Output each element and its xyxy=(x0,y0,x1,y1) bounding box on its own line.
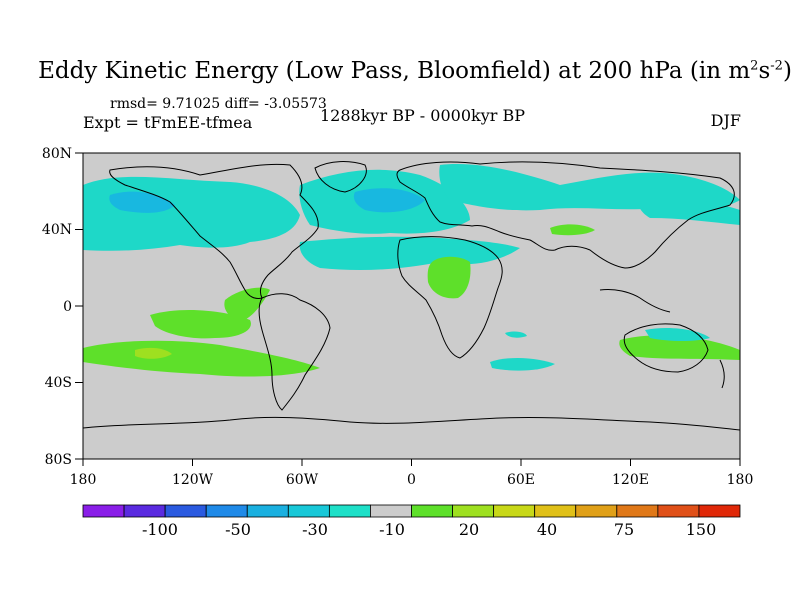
lat-label: 80S xyxy=(45,452,72,468)
season-label: DJF xyxy=(710,111,741,130)
colorbar-swatch xyxy=(534,504,577,518)
lon-label: 180 xyxy=(727,472,754,488)
anomaly-north-atlantic-core xyxy=(353,188,425,213)
coastline-australia xyxy=(623,323,709,373)
anomaly-middle-east-green xyxy=(550,224,595,236)
anomaly-south-pacific-core xyxy=(135,347,172,359)
colorbar-swatch xyxy=(575,504,618,518)
colorbar-label: -50 xyxy=(225,520,251,539)
colorbar-swatch xyxy=(657,504,700,518)
anomaly-australia-green xyxy=(619,335,740,360)
lon-label: 0 xyxy=(407,472,416,488)
lat-label: 0 xyxy=(63,299,72,315)
lat-label: 80N xyxy=(42,146,72,162)
lon-label: 120E xyxy=(612,472,649,488)
colorbar-swatch xyxy=(493,504,536,518)
colorbar-label: 40 xyxy=(537,520,557,539)
colorbar-swatch xyxy=(411,504,453,518)
lon-label: 180 xyxy=(70,472,97,488)
coastline-north-america xyxy=(109,163,319,299)
coastline-eurasia xyxy=(396,161,735,269)
coastline-new-zealand xyxy=(719,359,725,389)
colorbar-swatch xyxy=(246,504,289,518)
anomaly-field xyxy=(83,164,740,377)
colorbar-swatch xyxy=(698,504,741,518)
lon-ticks xyxy=(82,459,741,466)
coastline-maritime-continent xyxy=(599,289,671,313)
period-label: 1288kyr BP - 0000kyr BP xyxy=(320,106,525,125)
lon-labels: 180 120W 60W 0 60E 120E 180 xyxy=(70,472,754,488)
lat-label: 40N xyxy=(42,222,72,238)
colorbar-labels: -100 -50 -30 -10 20 40 75 150 xyxy=(142,520,716,539)
anomaly-pacific-tail-band xyxy=(638,197,740,225)
experiment-label: Expt = tFmEE-tfmea xyxy=(83,113,253,132)
colorbar-swatch xyxy=(205,504,248,518)
colorbar-swatch xyxy=(287,504,330,518)
colorbar-label: 150 xyxy=(686,520,717,539)
anomaly-south-america-west-green xyxy=(224,287,270,322)
stats-label: rmsd= 9.71025 diff= -3.05573 xyxy=(110,96,327,112)
anomaly-madagascar-cyan xyxy=(505,331,527,338)
anomaly-north-africa-green xyxy=(427,256,471,299)
lat-labels: 80N 40N 0 40S 80S xyxy=(42,146,72,468)
coastline-antarctica xyxy=(82,416,741,431)
coastline-greenland xyxy=(314,161,367,193)
anomaly-east-pacific-south-green xyxy=(150,310,251,339)
colorbar xyxy=(82,504,741,518)
colorbar-swatch xyxy=(616,504,659,518)
colorbar-swatch xyxy=(328,504,371,518)
coastlines xyxy=(82,161,741,431)
colorbar-label: -30 xyxy=(302,520,328,539)
lon-label: 60E xyxy=(507,472,535,488)
lat-label: 40S xyxy=(45,375,72,391)
colorbar-label: 20 xyxy=(459,520,479,539)
colorbar-swatch xyxy=(82,504,125,518)
colorbar-swatch xyxy=(370,504,412,518)
figure-title: Eddy Kinetic Energy (Low Pass, Bloomfiel… xyxy=(38,58,792,84)
lon-label: 120W xyxy=(172,472,214,488)
colorbar-swatch xyxy=(452,504,495,518)
anomaly-south-indian-cyan xyxy=(490,357,555,371)
coastline-africa xyxy=(397,236,503,359)
lat-ticks xyxy=(75,152,83,460)
colorbar-label: 75 xyxy=(614,520,634,539)
colorbar-swatch xyxy=(123,504,166,518)
colorbar-label: -100 xyxy=(142,520,178,539)
coastline-south-america xyxy=(258,293,331,411)
colorbar-swatch xyxy=(164,504,207,518)
colorbar-label: -10 xyxy=(379,520,405,539)
lon-label: 60W xyxy=(286,472,319,488)
